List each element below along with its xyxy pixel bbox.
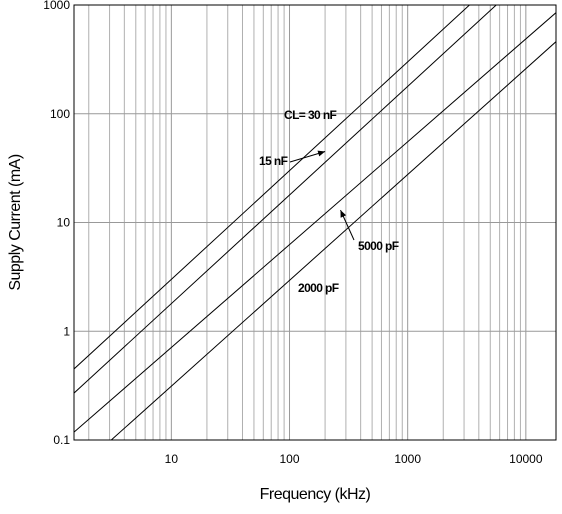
series-line-2 bbox=[74, 5, 497, 394]
y-tick-label: 1 bbox=[63, 324, 70, 338]
plot-frame bbox=[73, 4, 557, 441]
x-axis-title: Frequency (kHz) bbox=[260, 486, 371, 503]
annotations: CL= 30 nF 15 nF 5000 pF 2000 pF bbox=[259, 108, 399, 295]
x-tick-label: 10 bbox=[165, 452, 179, 466]
series-line-3 bbox=[74, 12, 556, 433]
x-tick-label: 1000 bbox=[394, 452, 421, 466]
series-lines bbox=[74, 5, 556, 440]
series-label-3: 5000 pF bbox=[358, 239, 399, 253]
arrow-head-icon bbox=[340, 210, 347, 218]
x-tick-label: 100 bbox=[279, 452, 299, 466]
arrow-head-icon bbox=[317, 150, 326, 157]
y-axis-title: Supply Current (mA) bbox=[7, 154, 24, 290]
series-label-2: 15 nF bbox=[259, 154, 288, 168]
x-tick-label: 10000 bbox=[509, 452, 543, 466]
series-line-4 bbox=[110, 41, 556, 440]
y-tick-label: 10 bbox=[57, 216, 71, 230]
y-tick-labels: 0.1 1 10 100 1000 bbox=[43, 0, 70, 447]
series-label-1: CL= 30 nF bbox=[284, 108, 337, 122]
y-tick-label: 1000 bbox=[43, 0, 70, 12]
x-tick-labels: 10 100 1000 10000 bbox=[165, 452, 543, 466]
grid bbox=[74, 4, 556, 441]
series-line-1 bbox=[74, 5, 471, 370]
y-tick-label: 100 bbox=[50, 107, 70, 121]
y-tick-label: 0.1 bbox=[53, 433, 70, 447]
series-label-4: 2000 pF bbox=[298, 281, 339, 295]
